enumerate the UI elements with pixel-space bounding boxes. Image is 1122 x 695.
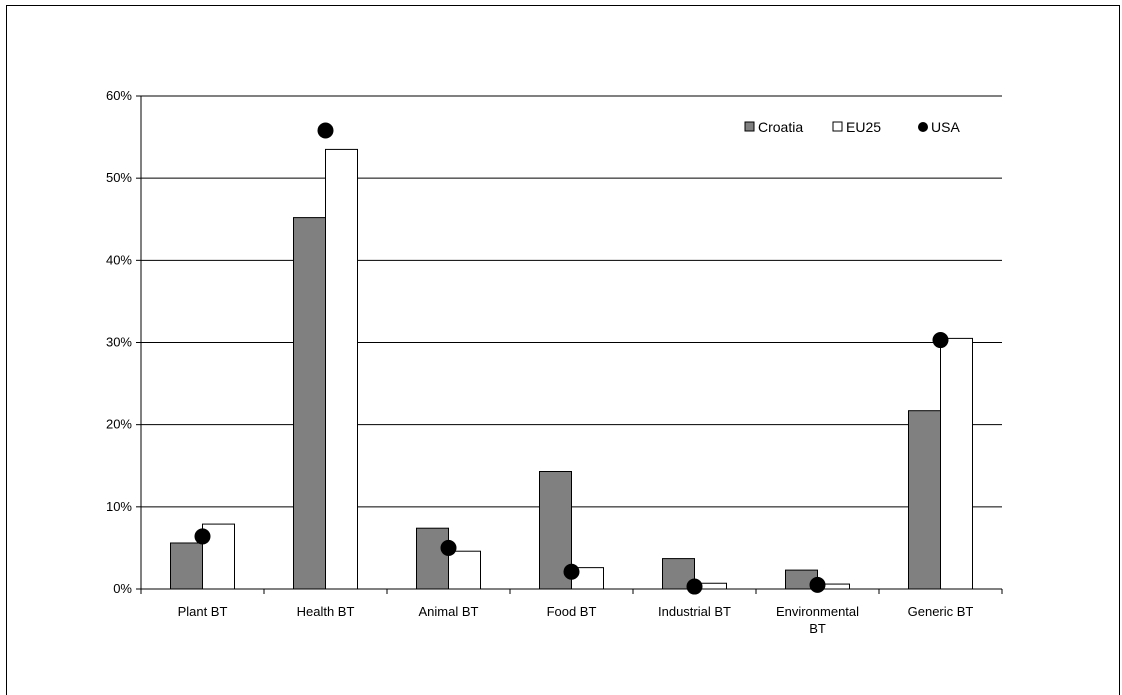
bar-croatia-0	[170, 542, 203, 590]
bar-croatia-1	[293, 217, 326, 590]
y-tick-label: 40%	[106, 252, 132, 267]
bars	[170, 148, 973, 590]
legend-label-croatia: Croatia	[758, 119, 803, 135]
x-tick-labels: Plant BT Health BT Animal BT Food BT Industr…	[178, 604, 974, 636]
marker-usa-6	[932, 332, 949, 349]
marker-usa-1	[317, 122, 334, 139]
gridlines	[141, 95, 1002, 508]
x-tick-label: Industrial BT	[658, 604, 731, 619]
x-tick-label: Health BT	[297, 604, 355, 619]
legend-label-usa: USA	[931, 119, 960, 135]
x-tick-label: Generic BT	[908, 604, 974, 619]
bar-eu25-6	[940, 337, 973, 590]
x-tick-label: Food BT	[547, 604, 597, 619]
y-tick-label: 50%	[106, 170, 132, 185]
x-tick-label: Environmental	[776, 604, 859, 619]
chart-frame	[6, 5, 1120, 695]
y-tick-labels: 0% 10% 20% 30% 40% 50% 60%	[106, 88, 132, 596]
y-tick-label: 10%	[106, 499, 132, 514]
legend: Croatia EU25 USA	[744, 119, 960, 135]
x-tick-label: Animal BT	[419, 604, 479, 619]
y-tick-label: 30%	[106, 335, 132, 350]
legend-swatch-eu25	[832, 121, 843, 132]
marker-usa-5	[809, 576, 826, 593]
legend-label-eu25: EU25	[846, 119, 881, 135]
bar-eu25-1	[325, 148, 358, 590]
bar-eu25-2	[448, 550, 481, 590]
marker-usa-0	[194, 528, 211, 545]
y-tick-label: 20%	[106, 417, 132, 432]
legend-swatch-croatia	[744, 121, 755, 132]
x-tick-label: BT	[809, 621, 826, 636]
x-tick-label: Plant BT	[178, 604, 228, 619]
y-tick-label: 0%	[113, 581, 132, 596]
bar-croatia-6	[908, 410, 941, 590]
legend-swatch-usa	[918, 122, 928, 132]
axes	[136, 95, 1003, 594]
marker-usa-3	[563, 563, 580, 580]
bar-croatia-2	[416, 527, 449, 590]
marker-usa-2	[440, 539, 457, 556]
y-tick-label: 60%	[106, 88, 132, 103]
marker-usa-4	[686, 578, 703, 595]
